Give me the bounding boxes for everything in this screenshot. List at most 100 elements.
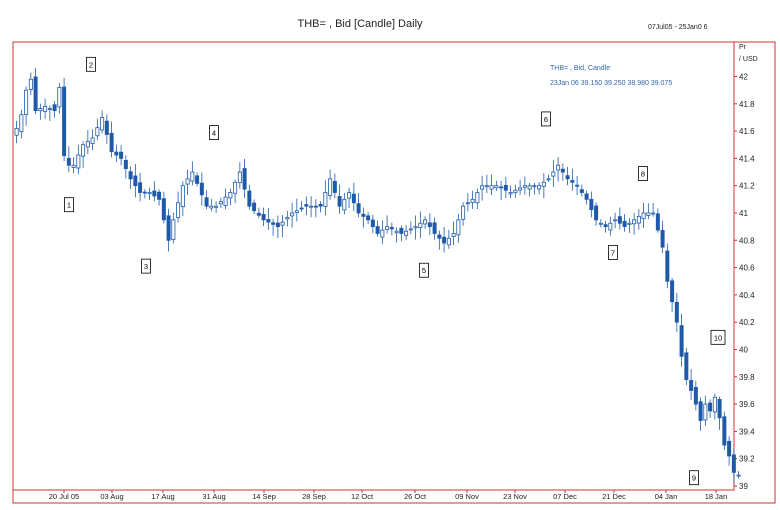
candle-body: [446, 237, 451, 246]
candle-body: [180, 185, 185, 208]
marker-label: 7: [611, 248, 615, 257]
candle-body: [275, 222, 280, 228]
key-point-markers: 1 2 3 4 5 6 7 8 9 10: [64, 56, 726, 486]
candle-body: [161, 198, 166, 221]
candle-body: [157, 191, 162, 200]
candle-body: [304, 204, 309, 207]
candle-body: [532, 185, 537, 188]
candle-body: [351, 193, 356, 204]
marker-box: [541, 111, 551, 127]
candle-body: [375, 226, 380, 234]
candle-body: [674, 301, 679, 323]
marker-label: 10: [714, 333, 722, 342]
candle-body: [361, 213, 366, 217]
candle-body: [513, 189, 518, 194]
candle-body: [594, 205, 599, 221]
date-range: 07Jul05 - 25Jan0 6: [648, 24, 708, 31]
candle-body: [252, 202, 257, 212]
candle-body: [233, 181, 238, 194]
candle-body: [24, 89, 29, 116]
marker-label: 6: [544, 115, 548, 124]
candle-body: [366, 215, 371, 221]
candle-body: [499, 186, 504, 189]
candle-body: [218, 201, 223, 205]
candle-body: [503, 184, 508, 191]
y-tick-label: 41.4: [739, 154, 755, 163]
candle-body: [228, 192, 233, 199]
candle-body: [385, 226, 390, 231]
candle-body: [337, 196, 342, 207]
candle-body: [589, 198, 594, 210]
candle-body: [651, 212, 656, 215]
marker-label: 9: [692, 474, 696, 483]
candle-body: [598, 222, 603, 225]
candle-body: [100, 117, 105, 131]
y-tick-label: 42: [739, 73, 748, 82]
candle-body: [632, 219, 637, 225]
marker-label: 8: [641, 170, 645, 179]
y-tick-label: 40: [739, 346, 748, 355]
candle-body: [176, 202, 181, 218]
candle-body: [570, 180, 575, 183]
x-tick-label: 21 Dec: [602, 492, 626, 501]
candle-body: [81, 144, 86, 157]
x-tick-label: 17 Aug: [151, 492, 174, 501]
candle-body: [195, 175, 200, 184]
chart-title: THB= , Bid [Candle] Daily: [297, 18, 423, 30]
candle-body: [432, 222, 437, 234]
candle-body: [575, 184, 580, 187]
marker-label: 2: [89, 60, 93, 69]
candle-body: [356, 203, 361, 214]
marker-box: [710, 329, 726, 345]
candle-body: [399, 227, 404, 234]
candle-body: [19, 114, 24, 132]
candle-body: [242, 168, 247, 190]
candle-body: [556, 164, 561, 171]
candle-body: [484, 185, 489, 188]
y-tick-label: 39.2: [739, 455, 755, 464]
candle-body: [627, 222, 632, 225]
candle-body: [171, 219, 176, 240]
candle-body: [332, 180, 337, 193]
candle-body: [261, 214, 266, 221]
candle-body: [518, 187, 523, 191]
candle-body: [247, 190, 252, 207]
candle-body: [703, 403, 708, 421]
candle-body: [646, 212, 651, 216]
candle-body: [104, 120, 109, 135]
candle-body: [665, 250, 670, 282]
candle-body: [128, 171, 133, 180]
marker-box: [419, 262, 429, 278]
candle-body: [190, 171, 195, 182]
x-tick-label: 28 Sep: [302, 492, 326, 501]
candle-body: [551, 171, 556, 177]
y-tick-label: 41.6: [739, 127, 755, 136]
candle-body: [185, 178, 190, 185]
x-tick-label: 23 Nov: [503, 492, 527, 501]
y-tick-label: 41.2: [739, 182, 755, 191]
candle-body: [408, 228, 413, 231]
candle-body: [166, 215, 171, 241]
y-tick-label: 40.4: [739, 291, 755, 300]
candle-body: [456, 219, 461, 236]
candle-body: [608, 222, 613, 231]
x-tick-label: 04 Jan: [655, 492, 678, 501]
candle-body: [475, 192, 480, 204]
candle-body: [43, 106, 48, 112]
candle-body: [114, 151, 119, 156]
candle-body: [380, 229, 385, 238]
candle-body: [347, 192, 352, 199]
y-tick-label: 39.8: [739, 373, 755, 382]
candle-body: [152, 190, 157, 197]
candle-body: [323, 192, 328, 207]
candle-body: [57, 87, 62, 108]
candle-body: [427, 222, 432, 228]
candle-body: [693, 387, 698, 405]
candle-body: [712, 396, 717, 413]
y-tick-label: 41.8: [739, 100, 755, 109]
candle-body: [38, 108, 43, 112]
candle-body: [679, 325, 684, 357]
candle-body: [85, 140, 90, 148]
candle-body: [527, 185, 532, 190]
candle-body: [394, 230, 399, 234]
